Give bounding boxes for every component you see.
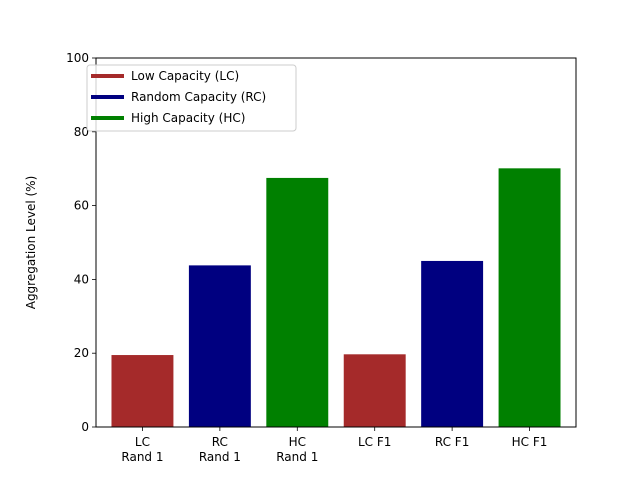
legend: Low Capacity (LC) Random Capacity (RC) Hig… — [86, 64, 297, 132]
legend-label: Random Capacity (RC) — [131, 90, 266, 104]
bars-group — [111, 168, 561, 427]
bar-3 — [343, 354, 406, 427]
x-tick-label: LC F1 — [358, 435, 391, 449]
bar-2 — [266, 177, 329, 427]
y-axis-label: Aggregation Level (%) — [24, 176, 38, 310]
y-tick-label: 0 — [81, 420, 89, 434]
legend-label: High Capacity (HC) — [131, 111, 245, 125]
legend-box — [86, 64, 297, 132]
y-axis: 0 20 40 60 80 100 — [66, 51, 96, 434]
bar-4 — [421, 260, 484, 427]
bar-0 — [111, 355, 174, 427]
x-tick-label: RC F1 — [435, 435, 469, 449]
y-tick-label: 100 — [66, 51, 89, 65]
legend-label: Low Capacity (LC) — [131, 69, 239, 83]
y-tick-label: 60 — [74, 199, 89, 213]
y-tick-label: 80 — [74, 125, 89, 139]
x-tick-label: HC F1 — [512, 435, 548, 449]
x-tick-label: RC Rand 1 — [199, 435, 241, 464]
x-tick-label: HC Rand 1 — [276, 435, 318, 464]
bar-1 — [188, 265, 251, 427]
y-tick-label: 40 — [74, 272, 89, 286]
x-tick-label: LC Rand 1 — [121, 435, 163, 464]
x-axis: LC Rand 1 RC Rand 1 HC Rand 1 LC F1 RC F1 HC F1 — [121, 427, 547, 464]
y-tick-label: 20 — [74, 346, 89, 360]
bar-5 — [498, 168, 561, 427]
plot-frame — [95, 57, 577, 428]
